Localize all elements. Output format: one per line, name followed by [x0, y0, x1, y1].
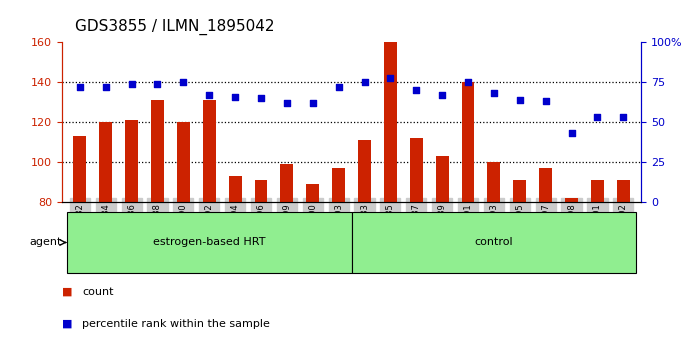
- Bar: [332, 168, 345, 202]
- Text: estrogen-based HRT: estrogen-based HRT: [153, 238, 265, 247]
- Point: [152, 81, 163, 87]
- Point: [359, 80, 370, 85]
- Bar: [591, 180, 604, 202]
- Point: [178, 80, 189, 85]
- Bar: [228, 176, 241, 202]
- Point: [385, 75, 396, 80]
- Bar: [462, 82, 475, 202]
- Bar: [513, 180, 526, 202]
- Text: control: control: [475, 238, 513, 247]
- Text: agent: agent: [29, 238, 62, 247]
- Bar: [617, 180, 630, 202]
- Point: [540, 98, 551, 104]
- Bar: [99, 122, 113, 202]
- Bar: [352, 212, 636, 273]
- Bar: [358, 140, 371, 202]
- Point: [204, 92, 215, 98]
- Bar: [73, 136, 86, 202]
- Bar: [67, 212, 352, 273]
- Point: [566, 131, 577, 136]
- Text: percentile rank within the sample: percentile rank within the sample: [82, 319, 270, 329]
- Point: [281, 100, 292, 106]
- Point: [488, 91, 499, 96]
- Bar: [125, 120, 138, 202]
- Point: [618, 115, 629, 120]
- Point: [255, 96, 266, 101]
- Point: [230, 94, 241, 99]
- Point: [307, 100, 318, 106]
- Text: GDS3855 / ILMN_1895042: GDS3855 / ILMN_1895042: [75, 19, 275, 35]
- Point: [74, 84, 85, 90]
- Bar: [281, 164, 294, 202]
- Point: [437, 92, 448, 98]
- Point: [411, 87, 422, 93]
- Bar: [539, 168, 552, 202]
- Bar: [384, 42, 397, 202]
- Bar: [255, 180, 268, 202]
- Bar: [203, 100, 215, 202]
- Text: count: count: [82, 287, 114, 297]
- Text: ■: ■: [62, 319, 72, 329]
- Bar: [565, 198, 578, 202]
- Point: [333, 84, 344, 90]
- Point: [514, 97, 525, 103]
- Bar: [410, 138, 423, 202]
- Point: [100, 84, 111, 90]
- Point: [126, 81, 137, 87]
- Bar: [488, 162, 500, 202]
- Point: [462, 80, 473, 85]
- Bar: [436, 156, 449, 202]
- Bar: [306, 184, 319, 202]
- Bar: [177, 122, 190, 202]
- Text: ■: ■: [62, 287, 72, 297]
- Bar: [151, 100, 164, 202]
- Point: [592, 115, 603, 120]
